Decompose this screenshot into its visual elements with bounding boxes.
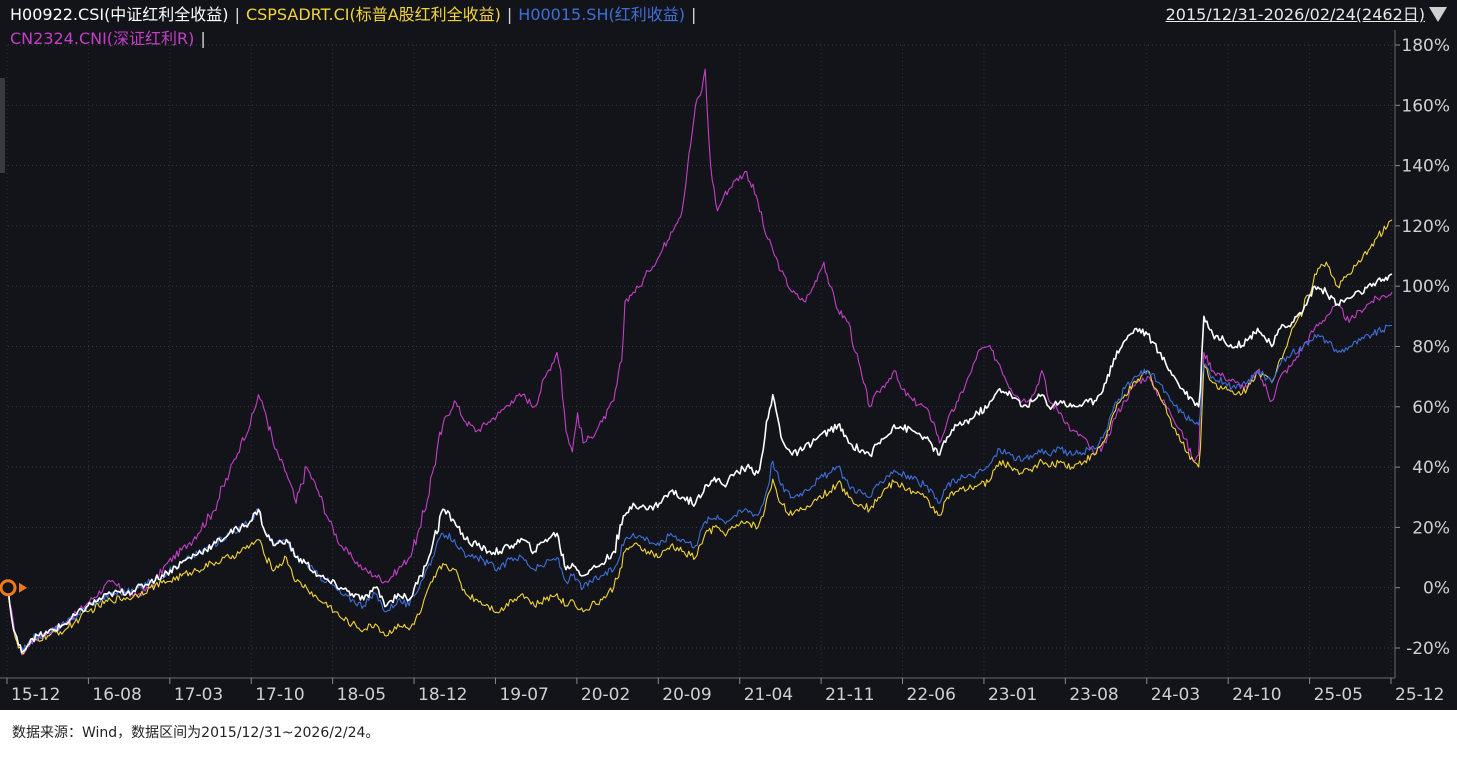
x-tick-label: 18-05 [337, 685, 386, 705]
chart-panel: H00922.CSI(中证红利全收益) | CSPSADRT.CI(标普A股红利全收… [0, 0, 1457, 710]
x-tick-label: 23-08 [1069, 685, 1118, 705]
x-tick-label: 22-06 [907, 685, 956, 705]
x-tick-label: 25-05 [1314, 685, 1363, 705]
x-tick-label: 17-03 [174, 685, 223, 705]
series-line[interactable] [7, 68, 1393, 656]
legend-entry[interactable]: CSPSADRT.CI(标普A股红利全收益) [245, 5, 501, 24]
x-tick-label: 21-04 [744, 685, 793, 705]
x-tick-label: 24-03 [1151, 685, 1200, 705]
dropdown-triangle-icon[interactable] [1429, 7, 1447, 22]
legend-separator: | [506, 5, 513, 24]
x-tick-label: 25-12 [1395, 685, 1444, 705]
line-chart[interactable]: 180% 160% 140% 120% 100% 80% 60% 40% 20% 0% -20% 1… [0, 0, 1457, 710]
legend-row: CN2324.CNI(深证红利R) | [10, 28, 212, 50]
series-line[interactable] [7, 273, 1393, 654]
y-tick-label: 0% [1423, 579, 1450, 599]
y-tick-label: 100% [1401, 277, 1450, 297]
y-tick-label: -20% [1406, 639, 1450, 659]
x-tick-label: 21-11 [825, 685, 874, 705]
side-scroll-handle[interactable] [0, 78, 5, 173]
x-tick-label: 24-10 [1232, 685, 1281, 705]
grid [6, 44, 1395, 678]
x-tick-label: 18-12 [418, 685, 467, 705]
x-tick-label: 20-09 [662, 685, 711, 705]
legend-row: H00922.CSI(中证红利全收益) | CSPSADRT.CI(标普A股红利全收… [10, 4, 702, 26]
x-tick-label: 16-08 [92, 685, 141, 705]
y-tick-label: 160% [1401, 96, 1450, 116]
legend-entry[interactable]: H00922.CSI(中证红利全收益) [10, 5, 229, 24]
x-tick-label: 17-10 [255, 685, 304, 705]
legend-entry[interactable]: CN2324.CNI(深证红利R) [10, 29, 195, 48]
y-axis: 180% 160% 140% 120% 100% 80% 60% 40% 20% 0% -20% [1394, 30, 1450, 678]
series-line[interactable] [7, 324, 1393, 652]
y-tick-label: 20% [1412, 518, 1450, 538]
y-tick-label: 180% [1401, 36, 1450, 56]
x-axis: 15-12 16-08 17-03 17-10 18-05 18-12 19-07 20-02… [0, 677, 1444, 705]
y-tick-label: 140% [1401, 157, 1450, 177]
date-range-selector[interactable]: 2015/12/31-2026/02/24(2462日) [1165, 5, 1425, 24]
y-tick-label: 120% [1401, 217, 1450, 237]
y-tick-label: 80% [1412, 338, 1450, 358]
series-lines [7, 68, 1393, 656]
source-note: 数据来源：Wind，数据区间为2015/12/31~2026/2/24。 [12, 725, 380, 741]
x-tick-label: 20-02 [581, 685, 630, 705]
legend-entry[interactable]: H00015.SH(红利收益) [518, 5, 685, 24]
legend-separator: | [690, 5, 697, 24]
x-tick-label: 19-07 [499, 685, 548, 705]
x-tick-label: 23-01 [988, 685, 1037, 705]
series-line[interactable] [7, 219, 1393, 655]
start-arrow-icon [19, 582, 27, 593]
y-tick-label: 40% [1412, 458, 1450, 478]
legend-separator: | [200, 29, 206, 48]
start-marker-icon[interactable] [0, 579, 17, 597]
legend-separator: | [234, 5, 240, 24]
y-tick-label: 60% [1412, 398, 1450, 418]
x-tick-label: 15-12 [11, 685, 60, 705]
start-marker-group [0, 579, 27, 597]
